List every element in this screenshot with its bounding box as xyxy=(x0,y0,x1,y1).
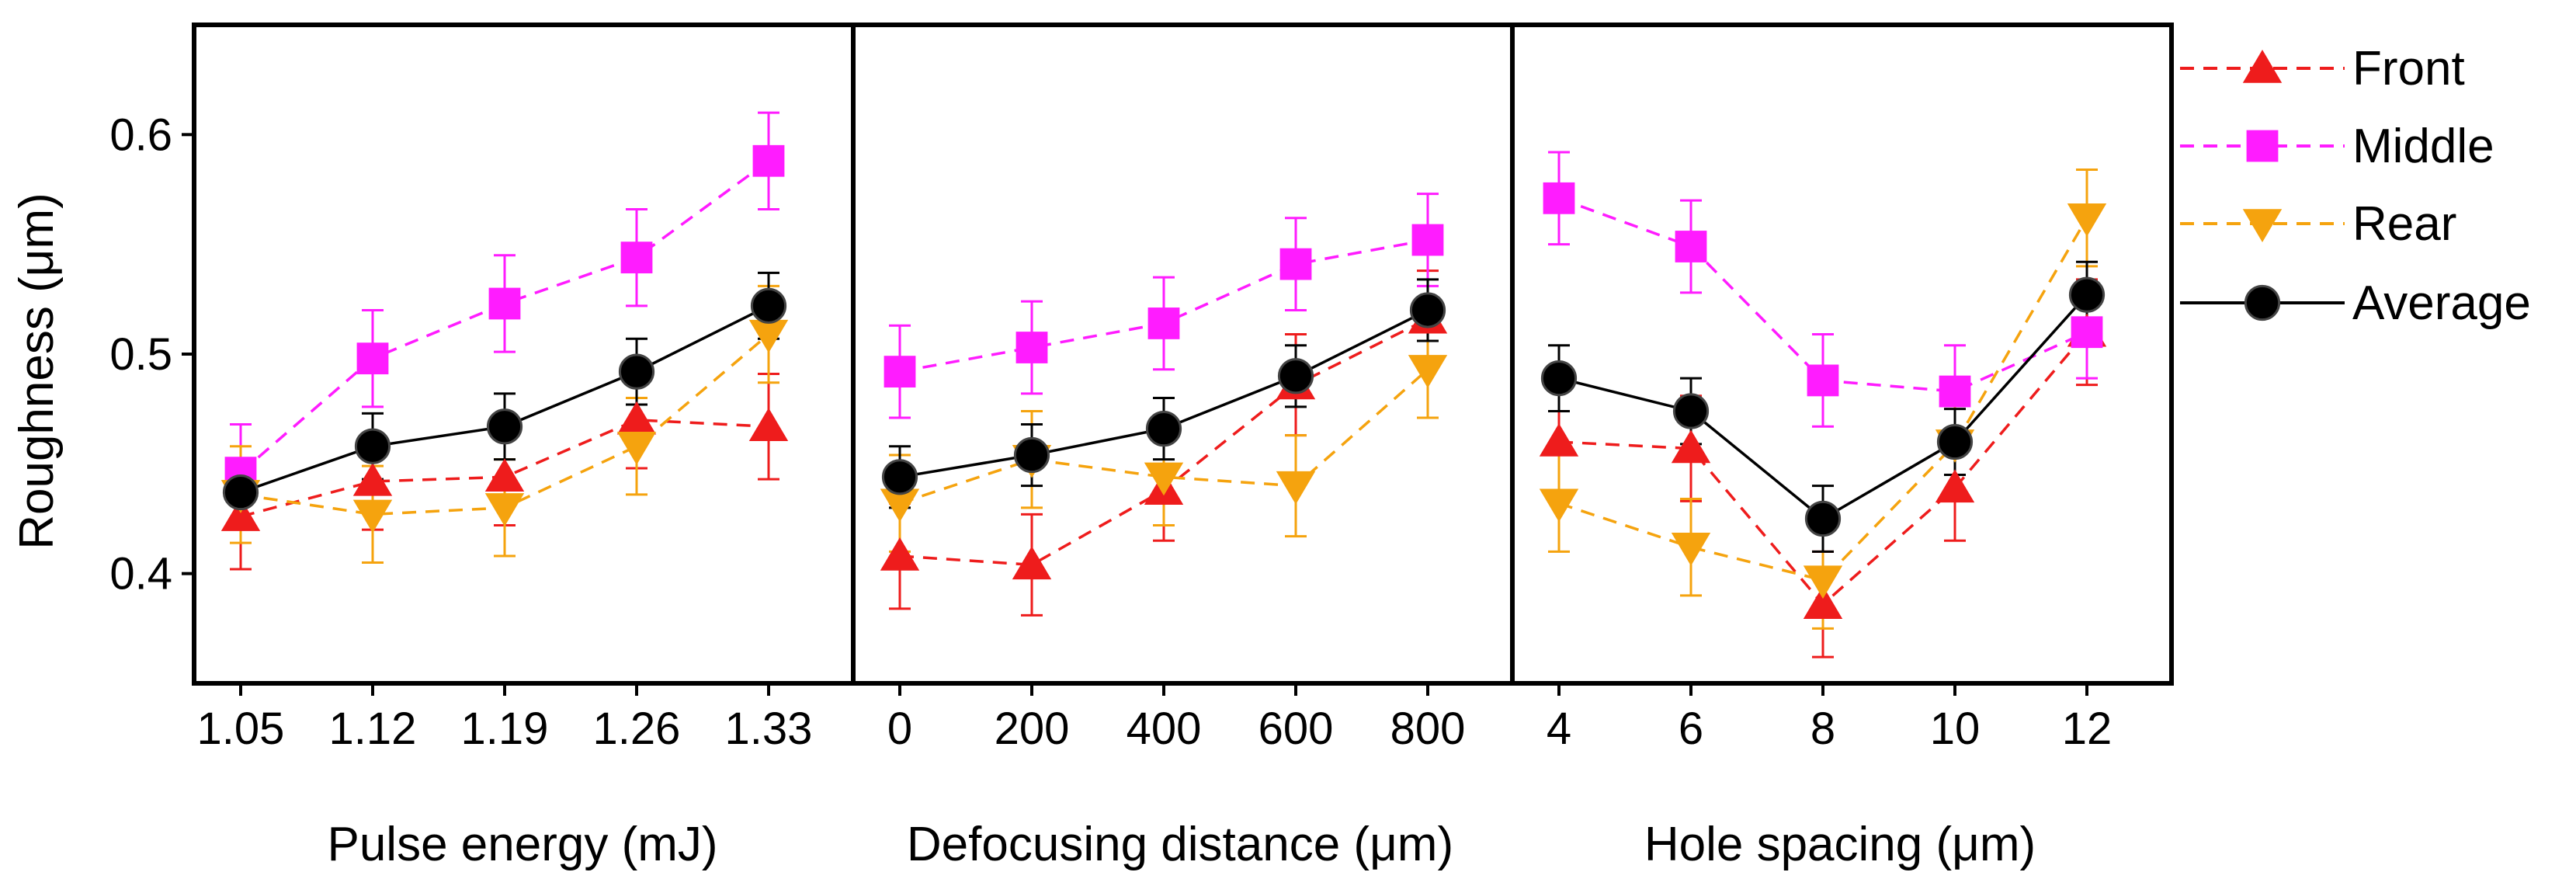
x-tick-label: 800 xyxy=(1390,704,1466,754)
data-point-front xyxy=(484,458,525,492)
data-point-middle xyxy=(1807,364,1839,397)
data-point-front xyxy=(880,537,920,571)
x-axis-title-panel-3: Hole spacing (μm) xyxy=(1644,818,2036,871)
data-point-average xyxy=(1277,358,1314,394)
x-tick-label: 12 xyxy=(2062,704,2113,754)
legend-marker-rear xyxy=(2242,209,2283,242)
data-point-average xyxy=(1804,500,1842,537)
data-point-middle xyxy=(752,144,785,177)
data-point-rear xyxy=(748,319,789,353)
data-point-front xyxy=(220,498,261,531)
panel-frame-1 xyxy=(192,23,856,686)
x-tick-label: 1.33 xyxy=(725,704,813,754)
legend-marker-average xyxy=(2244,284,2281,321)
data-point-front xyxy=(1012,546,1052,580)
data-point-front xyxy=(1935,469,1975,503)
data-point-average xyxy=(750,287,787,324)
data-point-front xyxy=(616,401,657,435)
y-tick-label: 0.4 xyxy=(109,549,172,599)
x-tick-label: 4 xyxy=(1547,704,1571,754)
panel-frames xyxy=(192,23,2174,686)
panel-frame-2 xyxy=(851,23,1515,686)
x-axis-title-panel-1: Pulse energy (mJ) xyxy=(327,818,717,871)
data-point-front xyxy=(1803,585,1843,619)
data-point-rear xyxy=(1803,565,1843,599)
data-point-average xyxy=(486,408,523,445)
x-tick-label: 1.26 xyxy=(593,704,681,754)
data-point-average xyxy=(1145,411,1182,447)
data-point-average xyxy=(1540,360,1578,397)
legend-label-middle: Middle xyxy=(2352,120,2494,173)
x-tick-label: 8 xyxy=(1810,704,1835,754)
data-point-average xyxy=(1936,423,1974,460)
legend-marker-middle xyxy=(2246,130,2279,162)
data-point-middle xyxy=(2071,316,2103,349)
x-axis-title-panel-2: Defocusing distance (μm) xyxy=(907,818,1453,871)
data-point-average xyxy=(354,428,391,464)
data-point-average xyxy=(2068,276,2106,313)
data-point-middle xyxy=(1279,248,1312,280)
data-point-rear xyxy=(616,432,657,465)
x-tick-label: 400 xyxy=(1127,704,1202,754)
axis-ticks: 1.05 1.12 1.19 1.26 1.33 0 200 400 600 800 4 6 8 10 12… xyxy=(109,109,2112,754)
panel-frame-3 xyxy=(1510,23,2174,686)
data-point-middle xyxy=(1015,332,1048,363)
x-tick-label: 6 xyxy=(1679,704,1703,754)
data-point-middle xyxy=(1147,308,1180,339)
data-point-middle xyxy=(620,241,653,274)
data-point-average xyxy=(1409,292,1446,328)
data-point-average xyxy=(1672,393,1710,429)
data-point-average xyxy=(1013,436,1050,474)
data-point-rear xyxy=(484,493,525,526)
data-point-rear xyxy=(1671,533,1711,566)
x-tick-label: 1.19 xyxy=(461,704,549,754)
data-point-average xyxy=(618,353,655,390)
y-tick-label: 0.5 xyxy=(109,329,172,380)
data-point-middle xyxy=(488,287,521,320)
data-point-front xyxy=(748,408,789,441)
data-point-rear xyxy=(880,488,920,523)
data-point-rear xyxy=(1408,355,1448,388)
data-point-front xyxy=(1539,423,1579,457)
data-point-middle xyxy=(1939,375,1971,408)
legend: Front Middle Rear Average xyxy=(2180,42,2531,330)
legend-marker-front xyxy=(2242,50,2283,83)
x-tick-label: 600 xyxy=(1258,704,1334,754)
legend-label-rear: Rear xyxy=(2352,197,2456,251)
data-point-average xyxy=(881,459,918,495)
legend-label-average: Average xyxy=(2352,276,2531,330)
data-point-middle xyxy=(356,342,389,375)
x-tick-label: 200 xyxy=(995,704,1070,754)
data-point-average xyxy=(222,474,259,511)
data-point-front xyxy=(1671,429,1711,464)
data-point-middle xyxy=(1411,224,1444,256)
data-point-front xyxy=(352,462,393,496)
x-tick-label: 1.12 xyxy=(329,704,417,754)
data-point-rear xyxy=(2067,203,2107,237)
data-point-rear xyxy=(352,499,393,533)
data-point-rear xyxy=(1539,488,1579,523)
y-axis-title: Roughness (μm) xyxy=(10,193,64,550)
x-tick-label: 1.05 xyxy=(197,704,285,754)
data-point-middle xyxy=(884,356,916,388)
x-tick-label: 10 xyxy=(1930,704,1981,754)
y-tick-label: 0.6 xyxy=(109,109,172,160)
x-tick-label: 0 xyxy=(887,704,912,754)
data-point-middle xyxy=(1675,231,1707,262)
legend-label-front: Front xyxy=(2352,42,2465,96)
data-point-rear xyxy=(1276,471,1316,505)
data-point-middle xyxy=(1543,182,1575,214)
data-point-rear xyxy=(1144,462,1184,496)
series-markers xyxy=(220,144,2107,619)
